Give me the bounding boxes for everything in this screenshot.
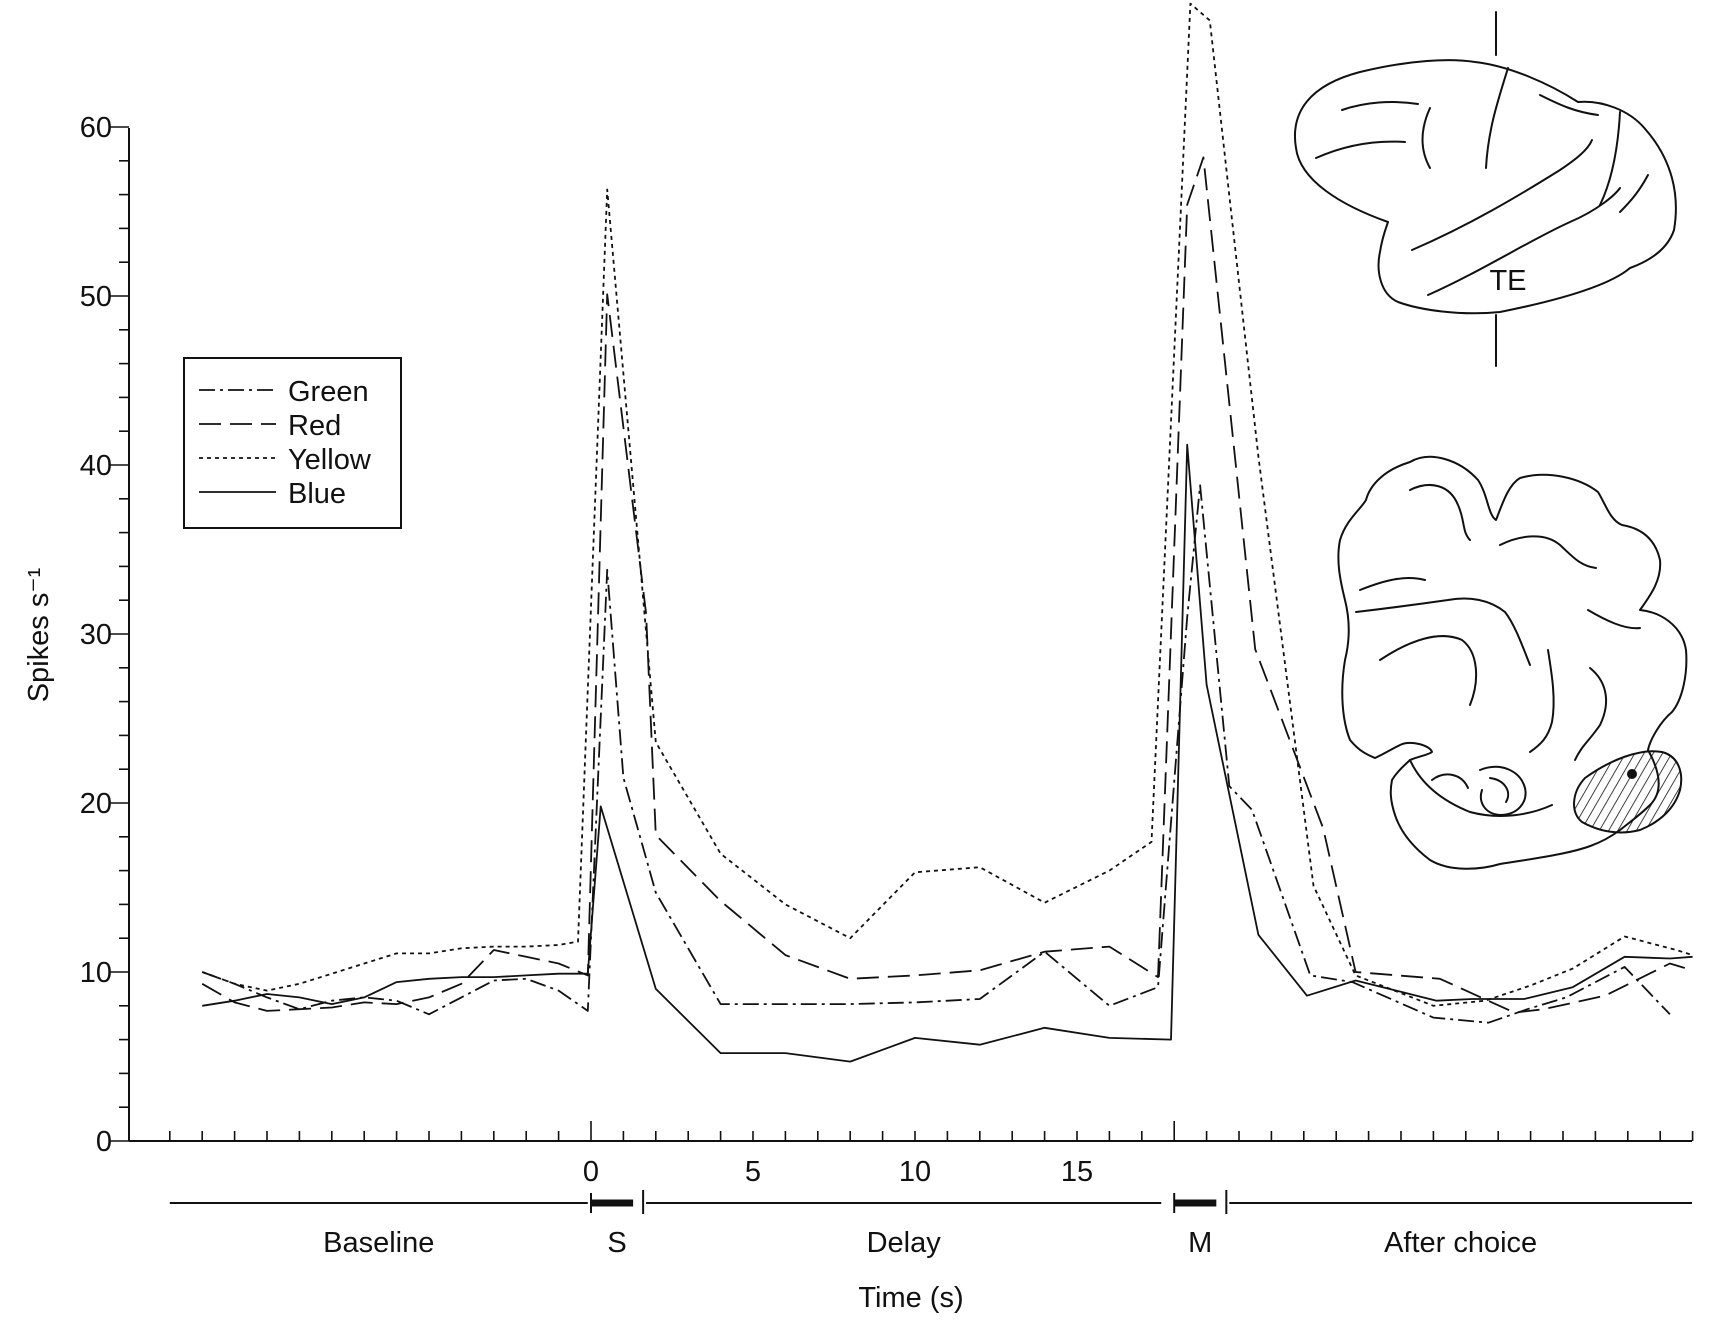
occipital-sulcus bbox=[1619, 174, 1649, 213]
x-tick-label: 5 bbox=[745, 1156, 761, 1188]
legend-label: Green bbox=[288, 376, 369, 408]
coronal-white-matter-5 bbox=[1574, 667, 1608, 761]
central-sulcus bbox=[1485, 67, 1509, 169]
epoch-label: M bbox=[1188, 1227, 1212, 1259]
coronal-white-matter-1 bbox=[1355, 597, 1531, 666]
epoch-bar: Baseline S Delay M After choice bbox=[169, 1190, 1692, 1259]
coronal-gyrus-2 bbox=[1499, 535, 1597, 569]
epoch-label: Delay bbox=[867, 1227, 942, 1259]
brain-outline bbox=[1294, 59, 1677, 315]
coronal-section-inset bbox=[1337, 455, 1688, 870]
series-line-yellow bbox=[201, 2, 1693, 1007]
arcuate-sulcus bbox=[1421, 107, 1431, 169]
y-tick-label: 10 bbox=[80, 957, 112, 989]
legend-label: Blue bbox=[288, 478, 346, 510]
coronal-white-matter-4 bbox=[1529, 649, 1555, 753]
series-layer bbox=[201, 2, 1693, 1063]
coronal-amygdala bbox=[1431, 773, 1469, 789]
coronal-white-matter-2 bbox=[1379, 635, 1478, 706]
x-tick-label: 15 bbox=[1061, 1156, 1093, 1188]
series-line-green bbox=[201, 484, 1671, 1024]
x-axis-label: Time (s) bbox=[858, 1282, 963, 1314]
y-axis-label: Spikes s⁻¹ bbox=[23, 567, 55, 702]
area-te-hatched-region bbox=[1573, 750, 1683, 834]
superior-temporal-sulcus bbox=[1427, 187, 1621, 296]
frontal-sulcus bbox=[1341, 101, 1419, 111]
coronal-white-matter-3 bbox=[1359, 577, 1426, 591]
sylvian-sulcus bbox=[1411, 139, 1593, 251]
legend-label: Yellow bbox=[288, 444, 372, 476]
coronal-hippocampus bbox=[1479, 765, 1527, 816]
lateral-brain-inset: TE bbox=[1294, 11, 1677, 367]
legend-box bbox=[183, 357, 402, 529]
area-te-label: TE bbox=[1489, 265, 1526, 297]
coronal-hippocampus-inner bbox=[1489, 777, 1510, 803]
epoch-label: After choice bbox=[1384, 1227, 1537, 1259]
recording-site-dot bbox=[1627, 769, 1637, 779]
intraparietal-sulcus bbox=[1539, 94, 1599, 116]
y-tick-label: 0 bbox=[96, 1126, 112, 1158]
coronal-gyrus-1 bbox=[1409, 484, 1471, 541]
lunate-sulcus bbox=[1599, 111, 1621, 206]
y-tick-label: 50 bbox=[80, 281, 112, 313]
y-tick-label: 30 bbox=[80, 619, 112, 651]
series-line-blue bbox=[202, 443, 1693, 1063]
y-tick-label: 20 bbox=[80, 788, 112, 820]
epoch-label: S bbox=[607, 1227, 626, 1259]
coronal-gyrus-3 bbox=[1587, 609, 1641, 630]
x-tick-label: 0 bbox=[583, 1156, 599, 1188]
x-tick-label: 10 bbox=[899, 1156, 931, 1188]
principal-sulcus bbox=[1315, 140, 1406, 159]
y-tick-label: 60 bbox=[80, 112, 112, 144]
y-axis-ticks: 0 10 20 30 40 50 60 bbox=[80, 112, 129, 1158]
coronal-outline bbox=[1337, 455, 1688, 870]
y-tick-label: 40 bbox=[80, 450, 112, 482]
x-axis-ticks: 0 5 10 15 bbox=[169, 1121, 1694, 1188]
coronal-temporal-lobe bbox=[1409, 759, 1553, 817]
epoch-label: Baseline bbox=[323, 1227, 434, 1259]
series-line-red bbox=[201, 156, 1693, 1014]
legend-label: Red bbox=[288, 410, 341, 442]
